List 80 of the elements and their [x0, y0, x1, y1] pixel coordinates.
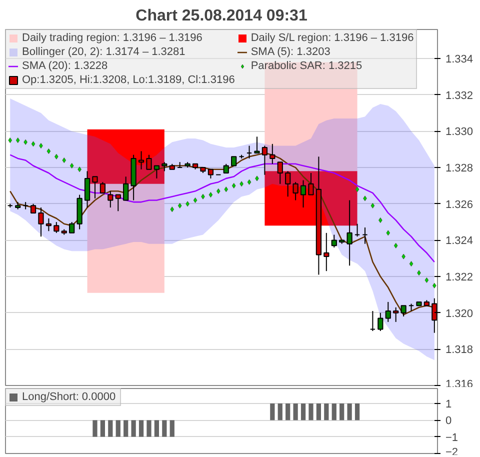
point [178, 202, 182, 208]
point [16, 138, 20, 144]
y-tick-label: 0 [446, 415, 452, 428]
legend-label: Daily S/L region: 1.3196 – 1.3196 [250, 32, 414, 44]
point [394, 242, 398, 248]
point [62, 158, 66, 164]
candlestick [393, 306, 399, 322]
candlestick [400, 305, 406, 317]
y-tick-label: −1 [446, 432, 458, 444]
candlestick [108, 190, 114, 208]
candlestick [262, 145, 268, 176]
candlestick [138, 150, 144, 170]
point [247, 179, 252, 185]
y-tick-label: 1.324 [446, 235, 474, 248]
candlestick [92, 176, 98, 199]
point [193, 197, 198, 203]
candlestick [115, 194, 121, 212]
candlestick [346, 200, 352, 266]
candlestick [177, 162, 183, 168]
candlestick [354, 223, 360, 238]
legend-label: SMA (5): 1.3203 [250, 46, 330, 58]
candlestick [146, 154, 152, 170]
y-tick-label: 1.328 [446, 162, 474, 175]
candlestick [254, 136, 260, 154]
candlestick [270, 143, 276, 164]
candlestick [378, 312, 384, 332]
point [355, 186, 360, 192]
candlestick [385, 301, 391, 322]
legend-label: Bollinger (20, 2): 1.3174 – 1.3281 [22, 46, 186, 58]
point [46, 148, 51, 154]
candlestick [84, 170, 90, 208]
candlestick [100, 182, 106, 194]
y-tick-label: 1.320 [446, 308, 474, 320]
candlestick [308, 172, 314, 196]
y-tick-label: 1.322 [446, 272, 474, 284]
chart-title: Chart 25.08.2014 09:31 [136, 8, 308, 24]
point [208, 192, 213, 198]
legend-label: SMA (20): 1.3228 [22, 60, 108, 72]
candlestick [46, 218, 52, 232]
point [409, 261, 414, 267]
candlestick [370, 310, 376, 332]
candlestick [69, 222, 75, 234]
legend-label: Daily trading region: 1.3196 – 1.3196 [22, 32, 202, 44]
point [424, 277, 429, 283]
point [232, 182, 236, 188]
candlestick [285, 170, 291, 198]
candlestick [123, 176, 129, 201]
candlestick [246, 145, 252, 159]
candlestick [277, 162, 283, 184]
candlestick [231, 156, 237, 166]
legend-label: Parabolic SAR: 1.3215 [250, 60, 362, 72]
y-tick-label: 1.330 [446, 126, 474, 138]
point [8, 138, 12, 144]
line-series [9, 154, 436, 263]
legend-label: Op:1.3205, Hi:1.3208, Lo:1.3189, Cl:1.3196 [22, 74, 235, 86]
y-tick-label: 1.318 [446, 344, 474, 356]
candlestick [362, 226, 368, 244]
point [170, 206, 174, 212]
candlestick [30, 203, 36, 214]
candlestick [38, 207, 44, 238]
candlestick [154, 165, 160, 179]
candlestick [22, 202, 28, 210]
candlestick [292, 182, 298, 201]
y-tick-label: 1.332 [446, 90, 474, 102]
candlestick [331, 234, 337, 248]
candlestick [54, 222, 60, 234]
point [386, 230, 390, 236]
candlestick [162, 162, 168, 172]
point [224, 186, 228, 192]
legend-label: Long/Short: 0.0000 [22, 391, 116, 403]
candlestick [300, 180, 306, 208]
point [31, 141, 36, 147]
y-tick-label: 1.334 [446, 54, 474, 66]
y-tick-label: 1 [446, 398, 452, 410]
candlestick [208, 168, 214, 179]
point [370, 202, 375, 208]
point [70, 162, 74, 168]
y-tick-label: 1.326 [446, 198, 474, 211]
candlestick [223, 163, 229, 174]
candlestick [324, 232, 330, 272]
